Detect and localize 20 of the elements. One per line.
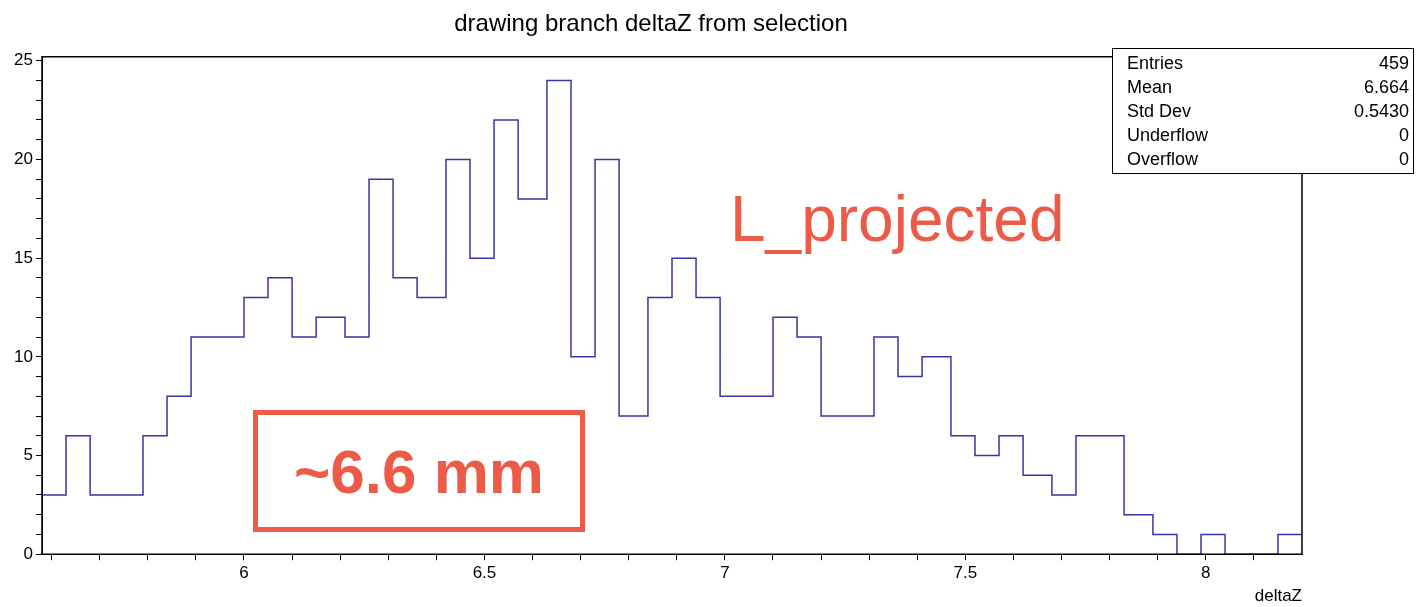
text: Std Dev 0.5430 [1127,101,1409,121]
y-tick-label: 15 [14,247,33,267]
x-tick-label: 8 [1201,563,1211,583]
y-tick-label: 25 [14,50,33,70]
chart-title: drawing branch deltaZ from selection [454,9,848,37]
x-tick-label: 6.5 [472,563,497,583]
text: Mean 6.664 [1127,77,1409,97]
annotation: L_projected [730,182,1065,256]
y-tick-label: 20 [14,149,33,169]
text: Underflow 0 [1127,125,1409,145]
text: Overflow 0 [1127,149,1409,169]
x-tick-label: 7 [720,563,730,583]
annotation: ~6.6 mm [253,410,585,532]
y-tick-label: 0 [23,543,33,563]
x-tick-label: 6 [239,563,249,583]
x-axis-title: deltaZ [1254,586,1302,606]
y-tick-label: 10 [14,346,33,366]
y-tick-label: 5 [23,445,33,465]
text: Entries 459 [1127,53,1409,73]
x-tick-label: 7.5 [953,563,978,583]
